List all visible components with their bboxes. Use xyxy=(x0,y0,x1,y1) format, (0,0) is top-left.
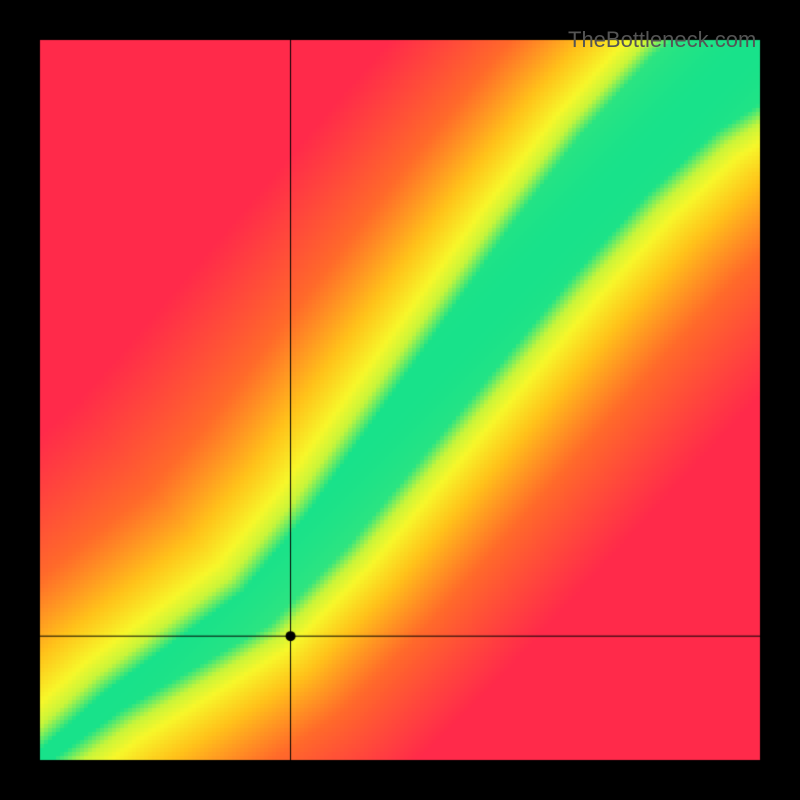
watermark-text: TheBottleneck.com xyxy=(568,27,756,53)
bottleneck-heatmap xyxy=(0,0,800,800)
